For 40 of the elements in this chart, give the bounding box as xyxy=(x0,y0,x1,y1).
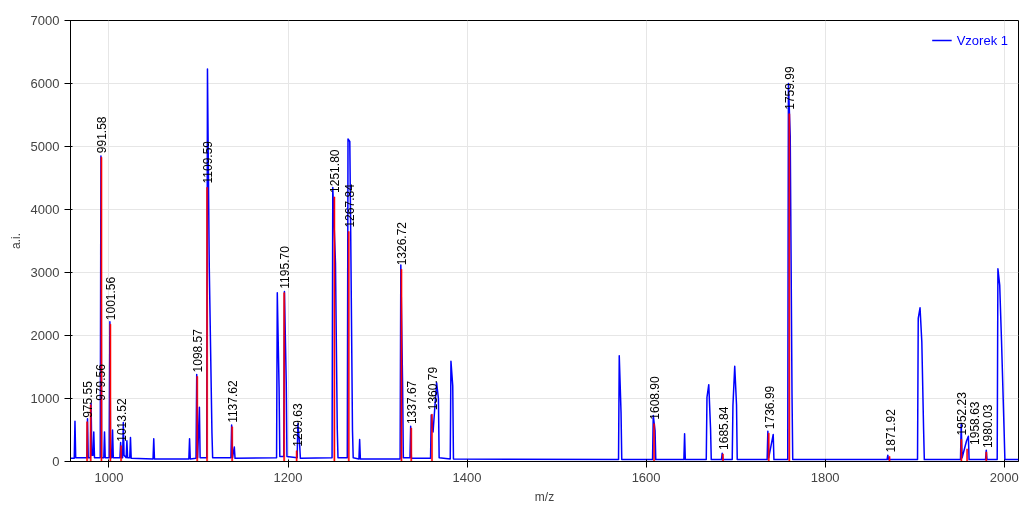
annotation: 991.58 xyxy=(95,116,110,154)
legend-label: Vzorek 1 xyxy=(956,32,1008,48)
annotation: 1952.23 xyxy=(955,391,970,436)
x-tick-label: 1400 xyxy=(452,469,482,485)
x-tick-label: 1800 xyxy=(810,469,840,485)
annotation: 1360.79 xyxy=(425,366,440,411)
x-tick-label: 1600 xyxy=(631,469,661,485)
y-tick-label: 0 xyxy=(52,454,60,469)
annotation: 979.56 xyxy=(94,363,109,401)
y-tick-label: 4000 xyxy=(30,202,60,217)
annotation: 1871.92 xyxy=(883,408,898,453)
y-axis-title: a.i. xyxy=(8,232,23,249)
annotation: 1326.72 xyxy=(395,221,410,266)
x-tick-label: 2000 xyxy=(989,469,1019,485)
annotation: 1608.90 xyxy=(648,376,663,420)
annotation: 1209.63 xyxy=(290,403,305,447)
annotation: 1736.99 xyxy=(762,385,777,430)
annotation: 1195.70 xyxy=(278,245,293,289)
x-axis-title: m/z xyxy=(534,489,555,504)
annotation: 975.55 xyxy=(81,380,96,418)
y-tick-label: 5000 xyxy=(30,139,60,154)
annotation: 1958.63 xyxy=(968,401,983,445)
annotation: 1013.52 xyxy=(115,398,130,442)
annotation: 1267.84 xyxy=(342,183,357,228)
annotation: 1098.57 xyxy=(191,328,206,373)
y-tick-label: 6000 xyxy=(30,76,60,91)
annotation: 1001.56 xyxy=(104,276,119,321)
y-tick-label: 2000 xyxy=(30,328,60,343)
annotation: 1109.59 xyxy=(201,140,216,184)
annotation: 1759.99 xyxy=(783,66,798,110)
annotation: 1337.67 xyxy=(405,380,420,425)
annotation: 1251.80 xyxy=(328,149,343,193)
x-tick-label: 1000 xyxy=(94,469,124,485)
x-tick-label: 1200 xyxy=(273,469,303,485)
y-tick-label: 7000 xyxy=(30,13,60,28)
annotation: 1137.62 xyxy=(226,380,241,423)
annotation: 1980.03 xyxy=(981,404,996,449)
y-tick-label: 3000 xyxy=(30,265,60,280)
y-tick-label: 1000 xyxy=(30,391,60,406)
annotation: 1685.84 xyxy=(716,406,731,450)
